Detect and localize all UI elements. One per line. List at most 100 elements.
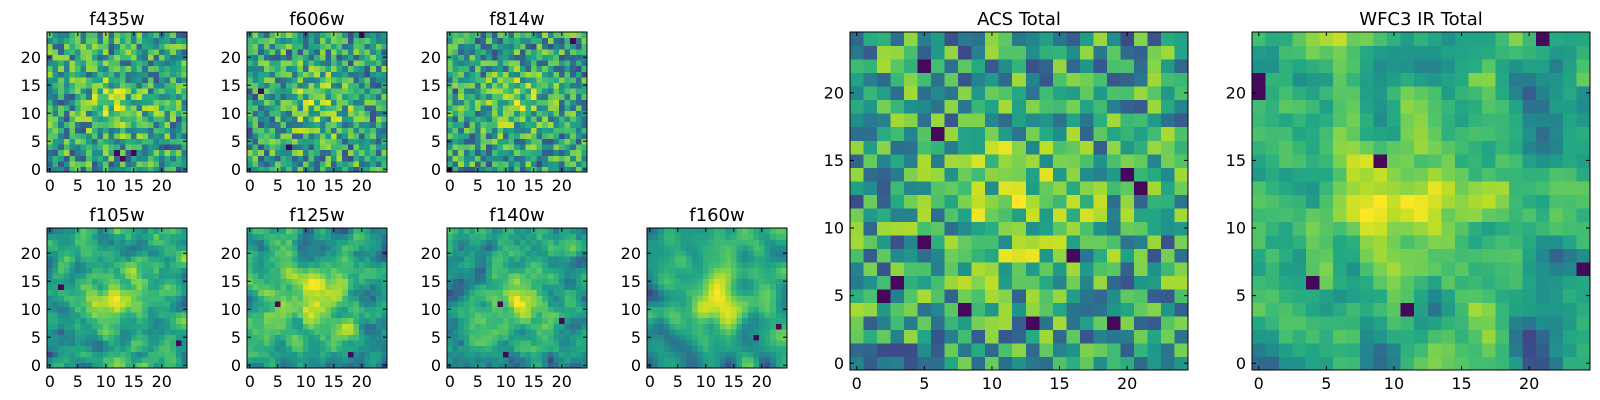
heatmap-cell (347, 144, 354, 151)
heatmap-cell (58, 155, 65, 162)
heatmap-cell (286, 121, 293, 128)
heatmap-cell (303, 155, 310, 162)
heatmap-cell (742, 278, 749, 285)
heatmap-cell (570, 334, 577, 341)
heatmap-cell (114, 334, 121, 341)
heatmap-cell (297, 121, 304, 128)
heatmap-cell (877, 248, 892, 263)
heatmap-cell (708, 312, 715, 319)
heatmap-cell (97, 166, 104, 173)
heatmap-cell (325, 239, 332, 246)
heatmap-cell (97, 144, 104, 151)
heatmap-cell (703, 323, 710, 330)
heatmap-cell (647, 272, 654, 279)
heatmap-cell (570, 37, 577, 44)
heatmap-cell (164, 267, 171, 274)
heatmap-cell (564, 340, 571, 347)
heatmap-cell (497, 351, 504, 358)
heatmap-cell (258, 228, 265, 235)
heatmap-cell (114, 32, 121, 39)
heatmap-cell (958, 234, 973, 249)
heatmap-cell (359, 132, 366, 139)
heatmap-cell (103, 250, 110, 257)
heatmap-cell (342, 104, 349, 111)
heatmap-cell (570, 76, 577, 83)
heatmap-cell (570, 116, 577, 123)
heatmap-cell (375, 278, 382, 285)
heatmap-cell (275, 261, 282, 268)
heatmap-cell (581, 228, 588, 235)
heatmap-cell (508, 312, 515, 319)
heatmap-cell (581, 48, 588, 55)
heatmap-cell (103, 88, 110, 95)
heatmap-cell (525, 71, 532, 78)
heatmap-cell (331, 356, 338, 363)
heatmap-cell (91, 121, 98, 128)
heatmap-cell (119, 244, 126, 251)
heatmap-cell (708, 233, 715, 240)
heatmap-cell (342, 300, 349, 307)
heatmap-cell (291, 37, 298, 44)
heatmap-cell (353, 250, 360, 257)
heatmap-cell (1093, 288, 1108, 303)
heatmap-cell (58, 99, 65, 106)
heatmap-cell (347, 155, 354, 162)
heatmap-cell (342, 244, 349, 251)
heatmap-cell (863, 221, 878, 236)
heatmap-cell (58, 300, 65, 307)
heatmap-cell (125, 32, 132, 39)
heatmap-cell (263, 267, 270, 274)
heatmap-cell (781, 323, 788, 330)
y-tick-label: 10 (21, 104, 41, 123)
heatmap-cell (731, 300, 738, 307)
heatmap-cell (475, 43, 482, 50)
heatmap-cell (725, 272, 732, 279)
heatmap-cell (353, 317, 360, 324)
heatmap-cell (119, 155, 126, 162)
heatmap-cell (553, 76, 560, 83)
heatmap-cell (570, 289, 577, 296)
heatmap-cell (286, 261, 293, 268)
heatmap-cell (877, 302, 892, 317)
heatmap-cell (303, 65, 310, 72)
heatmap-cell (252, 110, 259, 117)
heatmap-cell (731, 323, 738, 330)
heatmap-cell (353, 306, 360, 313)
heatmap-cell (503, 261, 510, 268)
heatmap-cell (469, 250, 476, 257)
heatmap-cell (331, 351, 338, 358)
heatmap-cell (164, 127, 171, 134)
heatmap-cell (325, 295, 332, 302)
heatmap-cell (47, 289, 54, 296)
heatmap-cell (647, 345, 654, 352)
heatmap-cell (770, 295, 777, 302)
heatmap-cell (314, 284, 321, 291)
heatmap-cell (325, 228, 332, 235)
heatmap-cell (1160, 234, 1176, 249)
heatmap-cell (503, 323, 510, 330)
axes-frame-f105w (46, 227, 188, 369)
heatmap-cell (581, 93, 588, 100)
heatmap-cell (463, 60, 470, 67)
heatmap-cell (181, 60, 188, 67)
heatmap-cell (80, 289, 87, 296)
heatmap-cell (131, 121, 138, 128)
heatmap-cell (286, 228, 293, 235)
heatmap-cell (153, 155, 160, 162)
heatmap-cell (275, 239, 282, 246)
heatmap-cell (308, 272, 315, 279)
heatmap-cell (97, 82, 104, 89)
heatmap-cell (503, 82, 510, 89)
heatmap-cell (536, 127, 543, 134)
heatmap-cell (47, 132, 54, 139)
heatmap-cell (564, 82, 571, 89)
heatmap-cell (119, 300, 126, 307)
heatmap-cell (985, 315, 1000, 331)
heatmap-cell (463, 110, 470, 117)
heatmap-cell (553, 71, 560, 78)
heatmap-cell (747, 256, 754, 263)
heatmap-cell (159, 272, 166, 279)
heatmap-cell (347, 317, 354, 324)
heatmap-cell (114, 88, 121, 95)
